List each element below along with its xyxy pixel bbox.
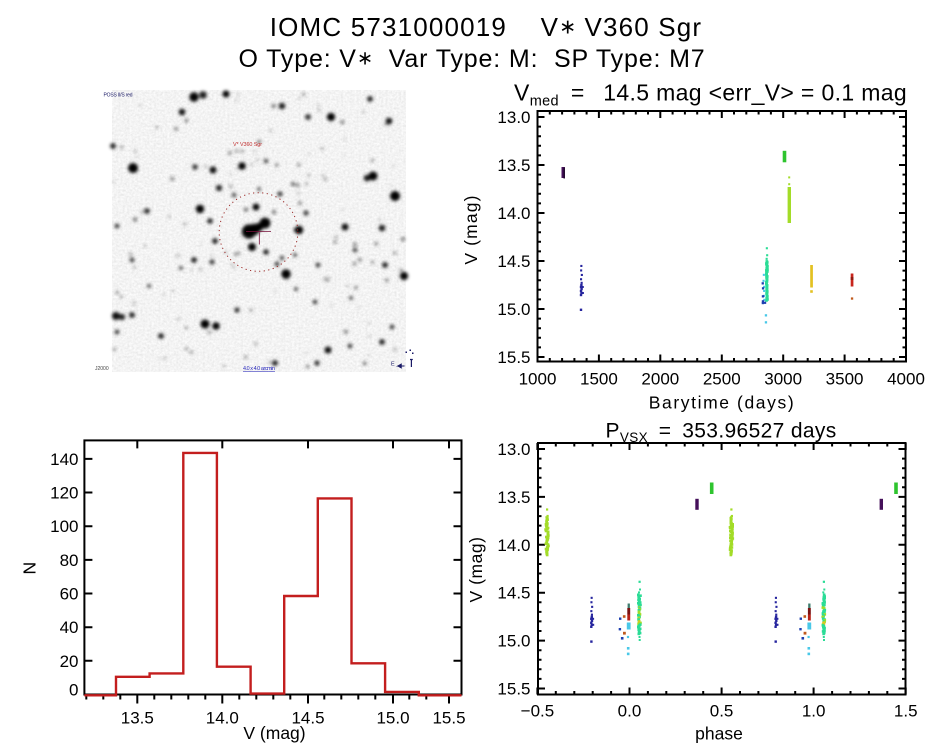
- svg-text:60: 60: [60, 585, 79, 604]
- svg-text:phase: phase: [695, 724, 743, 744]
- svg-text:14.0: 14.0: [497, 204, 530, 223]
- svg-text:N: N: [19, 562, 39, 575]
- svg-text:E: E: [391, 362, 395, 368]
- svg-text:13.5: 13.5: [497, 156, 530, 175]
- svg-text:13.0: 13.0: [497, 440, 530, 459]
- svg-text:14.5: 14.5: [291, 709, 324, 728]
- svg-text:1.0: 1.0: [802, 702, 826, 721]
- svg-text:120: 120: [50, 484, 78, 503]
- svg-text:140: 140: [50, 450, 78, 469]
- svg-text:2000: 2000: [641, 370, 679, 389]
- svg-text:40: 40: [60, 618, 79, 637]
- svg-text:0: 0: [69, 680, 78, 699]
- svg-text:3500: 3500: [826, 370, 864, 389]
- svg-text:20: 20: [60, 652, 79, 671]
- svg-text:J2000: J2000: [95, 366, 109, 372]
- svg-text:13.5: 13.5: [497, 488, 530, 507]
- svg-text:3000: 3000: [764, 370, 802, 389]
- svg-text:100: 100: [50, 517, 78, 536]
- svg-text:80: 80: [60, 551, 79, 570]
- svg-text:V (mag): V (mag): [461, 194, 481, 264]
- svg-text:14.5: 14.5: [497, 252, 530, 271]
- svg-text:4000: 4000: [887, 370, 925, 389]
- svg-text:15.5: 15.5: [497, 680, 530, 699]
- svg-text:V* V360 Sgr: V* V360 Sgr: [233, 142, 262, 148]
- svg-text:Vmed = 14.5 mag <err_V> = 0.1: Vmed = 14.5 mag <err_V> = 0.1 mag: [514, 80, 907, 110]
- svg-text:1500: 1500: [580, 370, 618, 389]
- svg-text:0.5: 0.5: [710, 702, 734, 721]
- svg-text:15.0: 15.0: [497, 300, 530, 319]
- svg-text:13.0: 13.0: [497, 108, 530, 127]
- svg-text:−0.5: −0.5: [521, 702, 555, 721]
- svg-text:2500: 2500: [703, 370, 741, 389]
- svg-text:1.5: 1.5: [894, 702, 918, 721]
- svg-text:Barytime (days): Barytime (days): [649, 393, 796, 413]
- svg-text:V (mag): V (mag): [466, 536, 486, 602]
- svg-text:15.0: 15.0: [376, 709, 409, 728]
- svg-text:V (mag): V (mag): [243, 723, 305, 743]
- svg-text:15.5: 15.5: [497, 348, 530, 367]
- svg-text:15.5: 15.5: [432, 709, 465, 728]
- svg-text:15.0: 15.0: [497, 632, 530, 651]
- svg-text:PVSX = 353.96527 days: PVSX = 353.96527 days: [606, 420, 837, 446]
- svg-text:14.0: 14.0: [206, 709, 239, 728]
- svg-text:POSS II/S red: POSS II/S red: [104, 93, 133, 99]
- svg-text:13.5: 13.5: [121, 709, 154, 728]
- svg-text:1000: 1000: [519, 370, 557, 389]
- svg-text:14.0: 14.0: [497, 536, 530, 555]
- svg-text:14.5: 14.5: [497, 584, 530, 603]
- svg-text:0.0: 0.0: [618, 702, 642, 721]
- svg-text:4.0 x 4.0 arcmin: 4.0 x 4.0 arcmin: [243, 366, 275, 372]
